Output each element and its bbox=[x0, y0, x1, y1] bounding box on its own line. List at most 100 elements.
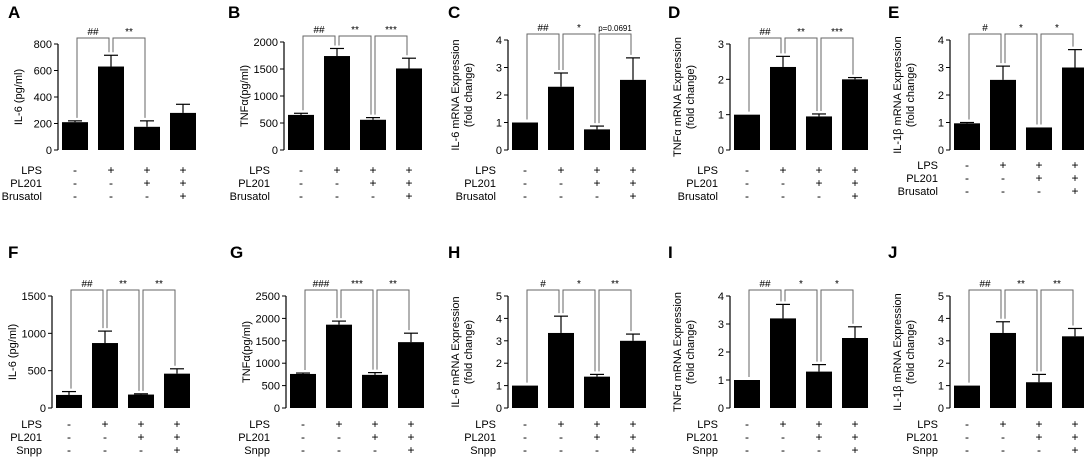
condition-label: Brusatol bbox=[230, 191, 270, 203]
condition-sign: + bbox=[173, 417, 180, 431]
condition-sign: + bbox=[851, 189, 858, 203]
bar bbox=[584, 129, 610, 150]
y-tick-label: 3 bbox=[496, 336, 502, 348]
significance-label: p=0.0691 bbox=[598, 24, 632, 33]
y-tick-label: 0 bbox=[938, 145, 944, 157]
condition-sign: + bbox=[407, 417, 414, 431]
bar bbox=[842, 338, 868, 408]
condition-sign: - bbox=[817, 189, 821, 203]
significance-label: *** bbox=[385, 25, 397, 36]
condition-sign: + bbox=[629, 163, 636, 177]
condition-sign: + bbox=[179, 163, 186, 177]
y-tick-label: 3 bbox=[938, 63, 944, 75]
condition-sign: - bbox=[337, 430, 341, 444]
condition-sign: + bbox=[369, 163, 376, 177]
condition-sign: - bbox=[1001, 443, 1005, 457]
bar bbox=[990, 332, 1016, 408]
condition-label: LPS bbox=[475, 419, 496, 431]
significance-label: ## bbox=[313, 25, 325, 36]
significance-label: ### bbox=[313, 279, 330, 290]
condition-sign: - bbox=[523, 430, 527, 444]
significance-bracket bbox=[374, 35, 408, 115]
y-axis-label: (fold change) bbox=[463, 320, 475, 384]
bar bbox=[620, 340, 646, 408]
significance-label: ## bbox=[979, 279, 991, 290]
condition-label: LPS bbox=[249, 419, 270, 431]
condition-sign: - bbox=[67, 430, 71, 444]
panel-e: E 0 1 2 3 4 IL-1β mRNA Expression (fold change)… bbox=[888, 3, 1084, 198]
condition-label: Brusatol bbox=[678, 191, 718, 203]
y-axis-label: TNFα(pg/ml) bbox=[239, 65, 251, 127]
condition-sign: + bbox=[143, 176, 150, 190]
y-tick-label: 2000 bbox=[254, 37, 278, 49]
significance-label: * bbox=[799, 279, 803, 290]
y-tick-label: 1 bbox=[496, 381, 502, 393]
condition-sign: - bbox=[103, 443, 107, 457]
significance-label: *** bbox=[831, 27, 843, 38]
condition-sign: - bbox=[301, 430, 305, 444]
bar bbox=[164, 373, 190, 408]
condition-sign: + bbox=[1071, 417, 1078, 431]
significance-label: ## bbox=[87, 27, 99, 38]
bar bbox=[620, 79, 646, 150]
condition-label: PL201 bbox=[464, 178, 496, 190]
condition-sign: + bbox=[593, 176, 600, 190]
significance-label: * bbox=[577, 279, 581, 290]
condition-sign: - bbox=[1037, 184, 1041, 198]
y-tick-label: 3 bbox=[938, 336, 944, 348]
condition-sign: + bbox=[1071, 430, 1078, 444]
condition-sign: + bbox=[405, 163, 412, 177]
y-tick-label: 500 bbox=[262, 381, 280, 393]
y-tick-label: 2500 bbox=[256, 291, 280, 303]
condition-sign: - bbox=[523, 163, 527, 177]
y-tick-label: 0 bbox=[938, 403, 944, 415]
condition-sign: + bbox=[557, 417, 564, 431]
y-tick-label: 5 bbox=[496, 291, 502, 303]
condition-sign: - bbox=[781, 176, 785, 190]
condition-sign: + bbox=[335, 417, 342, 431]
condition-sign: + bbox=[137, 417, 144, 431]
condition-label: LPS bbox=[21, 419, 42, 431]
condition-label: Brusatol bbox=[456, 191, 496, 203]
y-tick-label: 600 bbox=[34, 66, 52, 78]
bar bbox=[326, 324, 352, 408]
bar bbox=[954, 385, 980, 408]
significance-label: ** bbox=[125, 27, 133, 38]
significance-bracket bbox=[598, 33, 632, 124]
y-tick-label: 1000 bbox=[254, 91, 278, 103]
condition-label: PL201 bbox=[686, 178, 718, 190]
condition-sign: + bbox=[371, 430, 378, 444]
y-tick-label: 0 bbox=[272, 145, 278, 157]
condition-label: Snpp bbox=[692, 445, 718, 457]
significance-label: ## bbox=[537, 23, 549, 34]
condition-sign: - bbox=[1037, 443, 1041, 457]
condition-sign: + bbox=[999, 417, 1006, 431]
bar bbox=[770, 318, 796, 408]
significance-label: * bbox=[577, 23, 581, 34]
condition-sign: + bbox=[815, 430, 822, 444]
y-tick-label: 0 bbox=[718, 403, 724, 415]
condition-sign: + bbox=[1035, 171, 1042, 185]
y-tick-label: 0 bbox=[46, 145, 52, 157]
y-tick-label: 2 bbox=[938, 358, 944, 370]
condition-sign: - bbox=[301, 443, 305, 457]
condition-sign: + bbox=[179, 176, 186, 190]
y-tick-label: 1 bbox=[496, 118, 502, 130]
panel-letter: E bbox=[888, 3, 899, 22]
condition-sign: - bbox=[73, 189, 77, 203]
y-axis-label: IL-6 (pg/ml) bbox=[7, 324, 19, 380]
panel-i: I 0 1 2 3 4 TNFα mRNA Expression (fold change) #… bbox=[668, 243, 868, 457]
significance-bracket bbox=[598, 289, 632, 372]
condition-sign: + bbox=[333, 163, 340, 177]
condition-sign: - bbox=[1001, 430, 1005, 444]
condition-sign: - bbox=[781, 430, 785, 444]
significance-label: ** bbox=[1017, 279, 1025, 290]
condition-sign: - bbox=[299, 176, 303, 190]
significance-bracket bbox=[820, 37, 854, 111]
significance-bracket bbox=[820, 289, 854, 362]
condition-sign: - bbox=[781, 189, 785, 203]
bar bbox=[396, 68, 422, 150]
condition-label: Brusatol bbox=[898, 186, 938, 198]
